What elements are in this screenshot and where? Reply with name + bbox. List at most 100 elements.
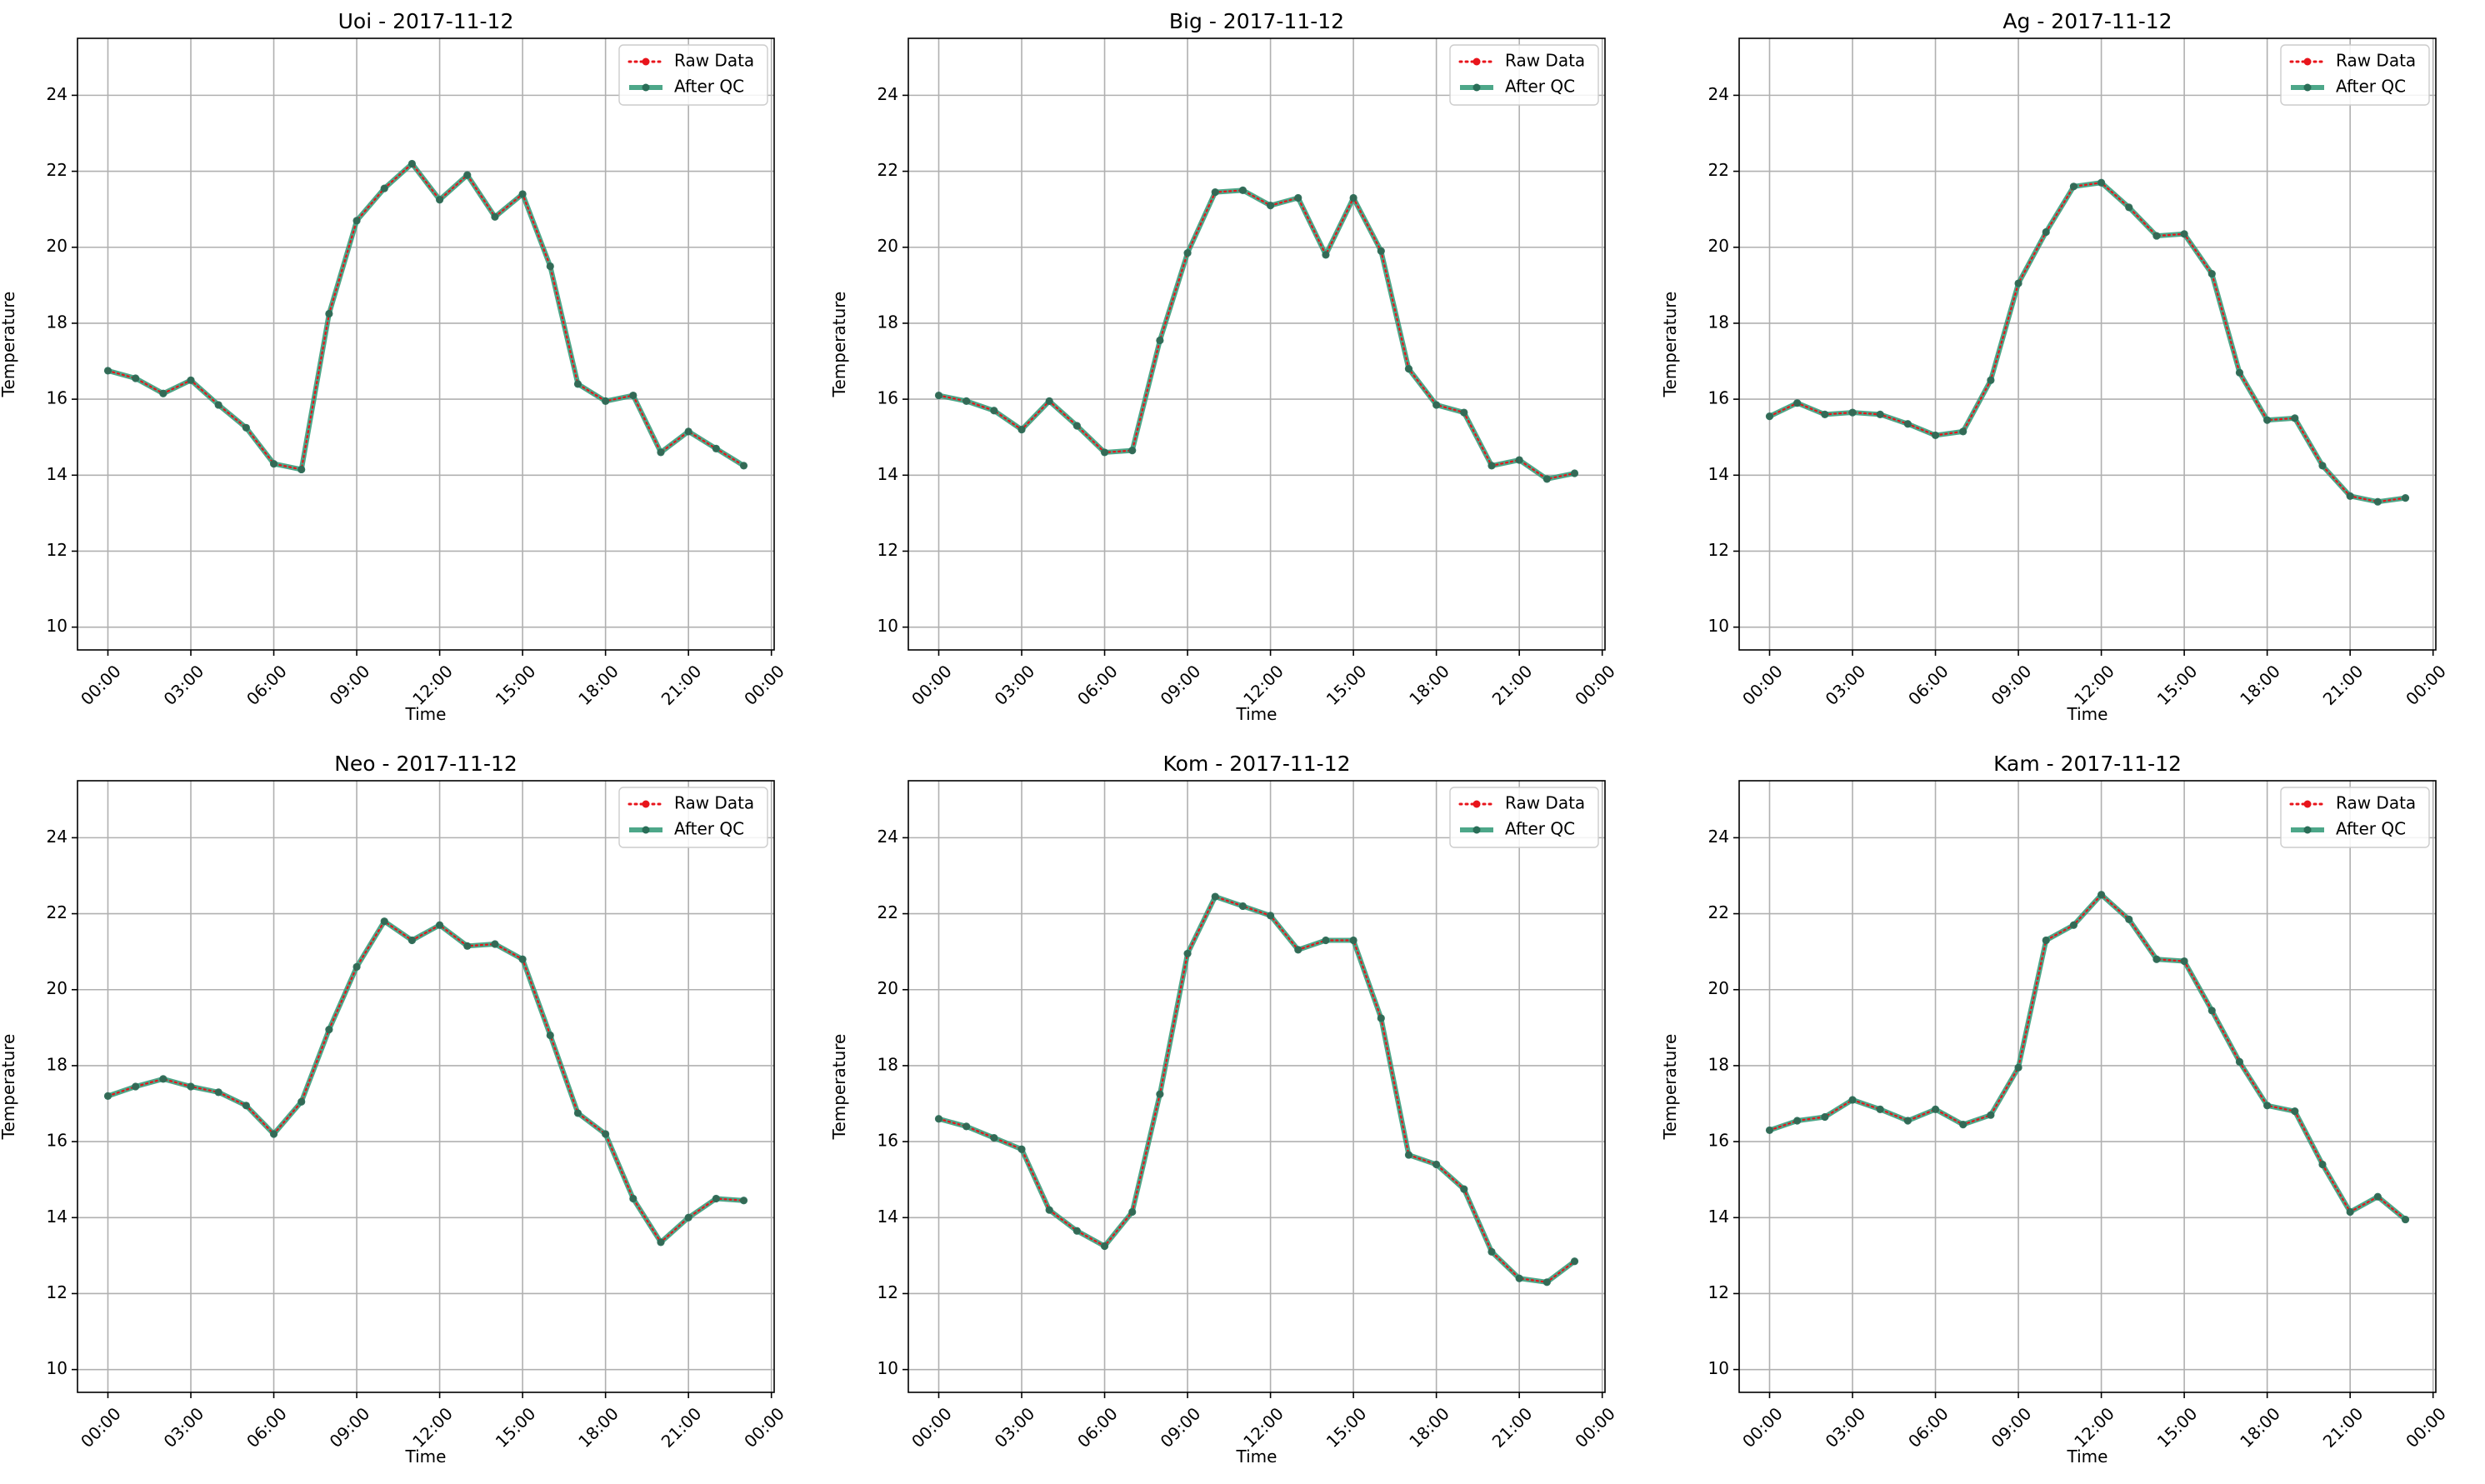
- after-qc-point: [242, 423, 250, 432]
- x-axis-label: Time: [2067, 704, 2108, 724]
- after-qc-point: [1349, 936, 1358, 945]
- after-qc-point: [1903, 420, 1912, 428]
- after-qc-point: [214, 401, 222, 409]
- after-qc-point: [2014, 1063, 2022, 1072]
- after-qc-point: [2069, 182, 2078, 191]
- after-qc-point: [2014, 279, 2022, 287]
- after-qc-point: [187, 1082, 195, 1091]
- after-qc-point: [1987, 376, 1995, 384]
- after-qc-point: [546, 1031, 554, 1040]
- y-tick-label: 22: [878, 160, 898, 180]
- legend-label-after-qc: After QC: [2336, 77, 2406, 97]
- x-tick-label: 15:00: [1322, 661, 1371, 709]
- y-tick-label: 22: [878, 902, 898, 922]
- after-qc-point: [1045, 1206, 1053, 1214]
- legend: Raw Data After QC: [618, 44, 768, 106]
- after-qc-point: [990, 1133, 998, 1142]
- after-qc-point: [408, 936, 417, 945]
- plot-frame: [908, 780, 1606, 1393]
- legend-label-after-qc: After QC: [674, 819, 744, 839]
- legend: Raw Data After QC: [1449, 44, 1599, 106]
- y-tick-label: 14: [47, 464, 68, 484]
- after-qc-point: [1018, 1145, 1026, 1153]
- after-qc-point: [2042, 227, 2050, 237]
- x-tick-label: 00:00: [2402, 1403, 2450, 1452]
- after-qc-point: [1488, 462, 1496, 470]
- series-line-after-qc: [1767, 892, 2408, 1222]
- after-qc-point: [1183, 949, 1192, 958]
- after-qc-point: [1432, 1160, 1441, 1169]
- x-tick-label: 21:00: [658, 661, 706, 709]
- x-tick-label: 00:00: [740, 661, 788, 709]
- after-qc-point: [1238, 186, 1248, 194]
- y-tick-label: 14: [47, 1207, 68, 1227]
- x-axis-label: Time: [2067, 1447, 2108, 1467]
- after-qc-point: [684, 427, 692, 436]
- after-qc-point: [1876, 1105, 1884, 1113]
- after-qc-point: [1821, 410, 1829, 418]
- y-tick-label: 12: [1708, 540, 1729, 560]
- after-qc-point: [1211, 892, 1219, 901]
- y-tick-label: 12: [878, 1282, 898, 1302]
- after-qc-point: [962, 397, 971, 405]
- x-tick-label: 09:00: [326, 661, 374, 709]
- y-tick-label: 16: [1708, 1131, 1729, 1151]
- after-qc-point: [2180, 230, 2188, 238]
- after-qc-point: [1848, 1096, 1857, 1104]
- legend-marker-raw-data: [2303, 57, 2312, 66]
- after-qc-point: [2097, 178, 2106, 187]
- x-axis-label: Time: [405, 1447, 447, 1467]
- y-tick-label: 18: [1708, 312, 1729, 332]
- after-qc-point: [573, 380, 582, 388]
- legend-label-after-qc: After QC: [1505, 819, 1575, 839]
- legend-label-raw-data: Raw Data: [2336, 51, 2416, 71]
- after-qc-point: [739, 1197, 748, 1205]
- y-tick-label: 12: [1708, 1282, 1729, 1302]
- y-tick-label: 20: [878, 236, 898, 256]
- y-tick-label: 18: [878, 312, 898, 332]
- series-line-after-qc: [1767, 180, 2408, 505]
- plot-frame: [1738, 780, 2437, 1393]
- after-qc-point: [352, 217, 361, 225]
- after-qc-point: [380, 184, 388, 192]
- x-axis-label: Time: [1236, 1447, 1278, 1467]
- after-qc-point: [1128, 447, 1137, 455]
- after-qc-point: [2208, 1007, 2216, 1015]
- after-qc-point: [1072, 422, 1081, 430]
- x-tick-label: 00:00: [77, 661, 125, 709]
- x-tick-label: 15:00: [1322, 1403, 1371, 1452]
- after-qc-point: [1294, 946, 1302, 954]
- y-tick-label: 18: [47, 312, 68, 332]
- x-tick-label: 18:00: [2236, 1403, 2284, 1452]
- after-qc-point: [602, 397, 610, 405]
- after-qc-point: [934, 391, 943, 400]
- after-qc-point: [1931, 1105, 1940, 1113]
- after-qc-point: [352, 962, 361, 971]
- after-qc-point: [2373, 497, 2382, 506]
- after-qc-point: [132, 1082, 140, 1091]
- series-line-raw-data: [938, 189, 1576, 481]
- x-tick-label: 15:00: [492, 661, 540, 709]
- after-qc-point: [518, 955, 527, 963]
- legend-marker-after-qc: [642, 826, 650, 834]
- after-qc-point: [1045, 397, 1053, 405]
- after-qc-point: [546, 262, 554, 271]
- after-qc-point: [2208, 270, 2216, 278]
- series-line-after-qc: [105, 918, 747, 1245]
- y-axis-label: Temperature: [829, 292, 849, 398]
- y-tick-label: 24: [1708, 827, 1729, 847]
- after-qc-point: [380, 917, 388, 926]
- legend-label-after-qc: After QC: [2336, 819, 2406, 839]
- legend-label-after-qc: After QC: [1505, 77, 1575, 97]
- after-qc-point: [1100, 448, 1109, 457]
- series-line-raw-data: [1768, 182, 2407, 503]
- after-qc-point: [1570, 1257, 1579, 1266]
- y-tick-label: 24: [878, 827, 898, 847]
- grid: [78, 38, 774, 650]
- y-tick-label: 18: [878, 1054, 898, 1074]
- legend-label-raw-data: Raw Data: [1505, 51, 1585, 71]
- x-tick-label: 00:00: [77, 1403, 125, 1452]
- after-qc-point: [491, 940, 499, 948]
- after-qc-point: [269, 1130, 278, 1138]
